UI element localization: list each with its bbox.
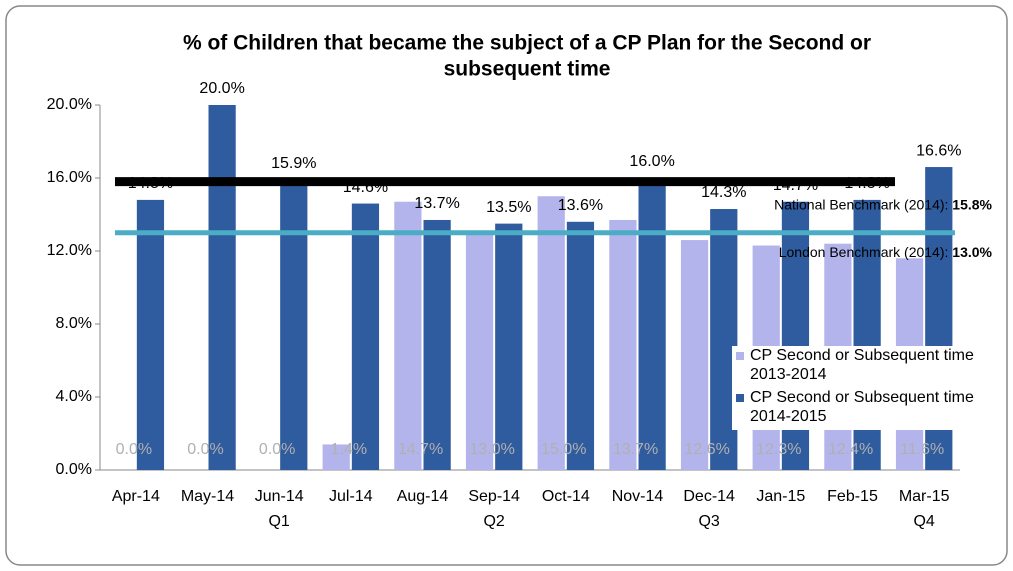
value-label: 12.3% bbox=[756, 441, 801, 458]
x-tick-label: Oct-14 bbox=[542, 488, 590, 505]
legend-label: CP Second or Subsequent time 2014-2015 bbox=[750, 389, 974, 425]
value-label: 13.0% bbox=[469, 441, 514, 458]
value-label: 11.6% bbox=[900, 441, 944, 458]
bar bbox=[609, 219, 637, 470]
bar bbox=[394, 201, 422, 470]
y-tick-label: 20.0% bbox=[47, 96, 92, 113]
legend-item: CP Second or Subsequent time 2014-2015 bbox=[732, 388, 982, 426]
bar bbox=[465, 232, 494, 470]
value-label: 14.7% bbox=[398, 441, 443, 458]
legend: CP Second or Subsequent time 2013-2014 CP… bbox=[732, 346, 982, 430]
value-label: 1.4% bbox=[331, 441, 367, 458]
legend-swatch bbox=[736, 352, 744, 360]
bar bbox=[680, 240, 709, 470]
value-label: 13.5% bbox=[486, 199, 531, 216]
legend-label: CP Second or Subsequent time 2013-2014 bbox=[750, 347, 974, 383]
value-label: 14.6% bbox=[343, 179, 388, 196]
benchmark-name: National Benchmark (2014): bbox=[774, 196, 948, 212]
x-tick-label: May-14 bbox=[181, 488, 234, 505]
value-label: 14.3% bbox=[701, 184, 746, 201]
quarter-label: Q4 bbox=[913, 513, 934, 530]
y-tick-label: 8.0% bbox=[56, 315, 92, 332]
x-tick-label: Feb-15 bbox=[827, 488, 878, 505]
value-label: 0.0% bbox=[116, 441, 152, 458]
bar bbox=[208, 105, 236, 470]
y-tick-label: 4.0% bbox=[56, 388, 92, 405]
chart-title: % of Children that became the subject of… bbox=[183, 32, 871, 55]
quarter-label: Q1 bbox=[268, 513, 289, 530]
x-tick-label: Sep-14 bbox=[468, 488, 520, 505]
y-tick-label: 16.0% bbox=[47, 169, 92, 186]
y-tick-label: 0.0% bbox=[56, 461, 92, 478]
quarter-label: Q3 bbox=[698, 513, 719, 530]
x-tick-label: Apr-14 bbox=[112, 488, 160, 505]
value-label: 14.8% bbox=[844, 175, 889, 192]
legend-item: CP Second or Subsequent time 2013-2014 bbox=[732, 346, 982, 384]
x-tick-label: Nov-14 bbox=[612, 488, 664, 505]
value-label: 13.7% bbox=[613, 441, 658, 458]
bar bbox=[423, 219, 451, 470]
value-label: 12.6% bbox=[684, 441, 729, 458]
x-tick-label: Jun-14 bbox=[255, 488, 304, 505]
bar bbox=[537, 196, 565, 470]
value-label: 13.6% bbox=[558, 197, 603, 214]
value-label: 16.0% bbox=[629, 153, 674, 170]
benchmark-name: London Benchmark (2014): bbox=[779, 243, 949, 259]
benchmark-label: National Benchmark (2014): 15.8% bbox=[774, 196, 992, 212]
bar bbox=[638, 178, 666, 470]
bar bbox=[136, 199, 165, 470]
value-label: 15.9% bbox=[271, 155, 316, 172]
bar bbox=[495, 223, 523, 470]
benchmark-label: London Benchmark (2014): 13.0% bbox=[779, 243, 993, 259]
x-tick-label: Dec-14 bbox=[683, 488, 735, 505]
x-tick-label: Aug-14 bbox=[397, 488, 449, 505]
bar bbox=[322, 444, 350, 470]
value-label: 14.8% bbox=[128, 175, 173, 192]
x-tick-label: Jul-14 bbox=[329, 488, 373, 505]
value-label: 0.0% bbox=[187, 441, 223, 458]
value-label: 16.6% bbox=[916, 142, 961, 159]
chart-title: subsequent time bbox=[444, 58, 611, 81]
x-tick-label: Mar-15 bbox=[899, 488, 950, 505]
value-label: 12.4% bbox=[828, 441, 873, 458]
value-label: 13.7% bbox=[414, 195, 459, 212]
x-tick-label: Jan-15 bbox=[756, 488, 805, 505]
value-label: 15.0% bbox=[541, 441, 586, 458]
legend-swatch bbox=[736, 394, 744, 402]
value-label: 14.7% bbox=[773, 177, 818, 194]
bar bbox=[351, 203, 380, 471]
quarter-label: Q2 bbox=[483, 513, 504, 530]
value-label: 0.0% bbox=[259, 441, 295, 458]
value-label: 20.0% bbox=[199, 80, 244, 97]
benchmark-value: 15.8% bbox=[952, 196, 992, 212]
y-tick-label: 12.0% bbox=[47, 242, 92, 259]
bar bbox=[566, 221, 595, 470]
bar bbox=[280, 179, 308, 470]
bar bbox=[710, 209, 738, 470]
benchmark-value: 13.0% bbox=[952, 243, 992, 259]
